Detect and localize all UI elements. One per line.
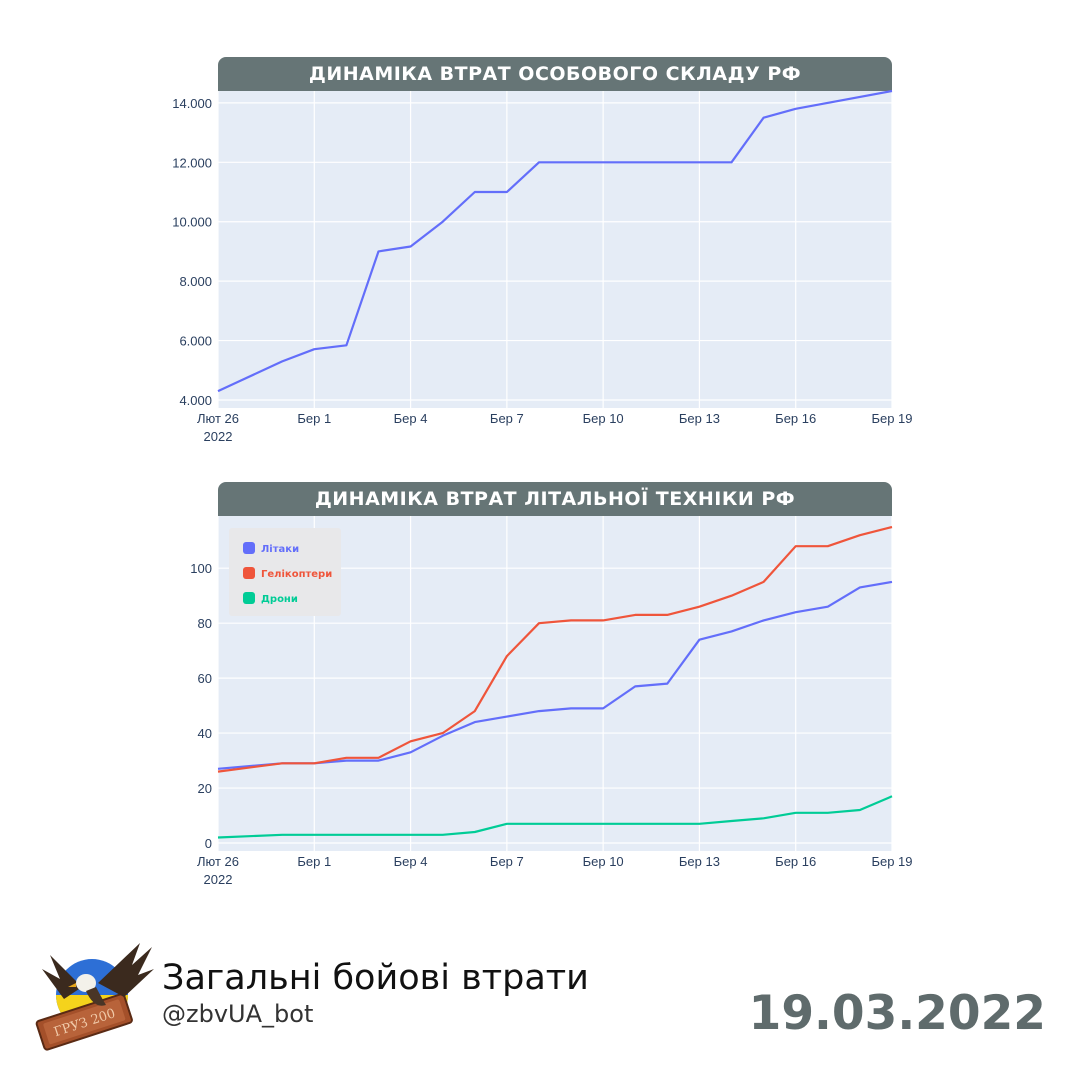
legend-entry: Літаки: [261, 544, 299, 555]
x-tick-label: Бер 16: [775, 854, 816, 869]
x-tick-label: Бер 10: [583, 854, 624, 869]
x-tick-label: Бер 4: [394, 411, 428, 426]
series-line-Дрони: [217, 795, 893, 839]
y-tick-label: 6.000: [179, 334, 212, 349]
y-tick-label: 14.000: [172, 96, 212, 111]
x-tick-label: Бер 1: [297, 854, 331, 869]
x-tick-label: Бер 10: [583, 411, 624, 426]
x-tick-label: Бер 19: [871, 411, 912, 426]
x-tick-label: Бер 13: [679, 411, 720, 426]
aircraft-chart-plot: 0 20 40 60 80 100 Лют 26 2022 Бер 1 Бер 4 Бер 7 Бер…: [190, 516, 913, 887]
legend-entry: Гелікоптери: [261, 569, 332, 580]
x-tick-label: Бер 7: [490, 854, 524, 869]
series-line-0: [217, 89, 893, 393]
series-line-Гелікоптери: [217, 525, 893, 773]
legend-box: [229, 528, 341, 616]
y-tick-label: 12.000: [172, 155, 212, 170]
y-tick-label: 100: [190, 561, 212, 576]
y-tick-label: 10.000: [172, 215, 212, 230]
y-tick-label: 20: [198, 781, 212, 796]
x-tick-label: Бер 19: [871, 854, 912, 869]
x-tick-label: Бер 1: [297, 411, 331, 426]
x-tick-label: Бер 16: [775, 411, 816, 426]
legend-marker: [243, 542, 255, 554]
personnel-chart-title: ДИНАМІКА ВТРАТ ОСОБОВОГО СКЛАДУ РФ: [218, 57, 892, 91]
x-tick-label: Бер 4: [394, 854, 428, 869]
y-tick-label: 8.000: [179, 274, 212, 289]
series-line-Літаки: [217, 580, 893, 770]
eagle-coffin-logo-icon: ГРУЗ 200: [20, 925, 160, 1065]
x-tick-sublabel: 2022: [204, 872, 233, 887]
personnel-chart-plot: 4.000 6.000 8.000 10.000 12.000 14.000 Лют 26 2…: [172, 89, 913, 444]
legend-marker: [243, 567, 255, 579]
y-tick-label: 80: [198, 616, 212, 631]
aircraft-losses-chart: ДИНАМІКА ВТРАТ ЛІТАЛЬНОЇ ТЕХНІКИ РФ 0 20 4…: [190, 482, 913, 892]
plot-background: [218, 91, 892, 408]
x-tick-label: Лют 26: [197, 854, 239, 869]
y-tick-label: 4.000: [179, 393, 212, 408]
y-tick-label: 60: [198, 671, 212, 686]
legend-marker: [243, 592, 255, 604]
report-date: 19.03.2022: [748, 986, 1046, 1041]
y-tick-label: 40: [198, 726, 212, 741]
personnel-losses-chart: ДИНАМІКА ВТРАТ ОСОБОВОГО СКЛАДУ РФ 4.000…: [172, 57, 913, 447]
x-tick-sublabel: 2022: [204, 429, 233, 444]
footer-title: Загальні бойові втрати: [162, 958, 589, 998]
y-tick-label: 0: [205, 836, 212, 851]
bot-handle[interactable]: @zbvUA_bot: [162, 1000, 314, 1028]
x-tick-label: Бер 7: [490, 411, 524, 426]
x-tick-label: Лют 26: [197, 411, 239, 426]
legend-entry: Дрони: [261, 594, 298, 605]
aircraft-chart-title: ДИНАМІКА ВТРАТ ЛІТАЛЬНОЇ ТЕХНІКИ РФ: [218, 482, 892, 516]
x-tick-label: Бер 13: [679, 854, 720, 869]
chart-legend: Літаки Гелікоптери Дрони: [229, 528, 341, 616]
